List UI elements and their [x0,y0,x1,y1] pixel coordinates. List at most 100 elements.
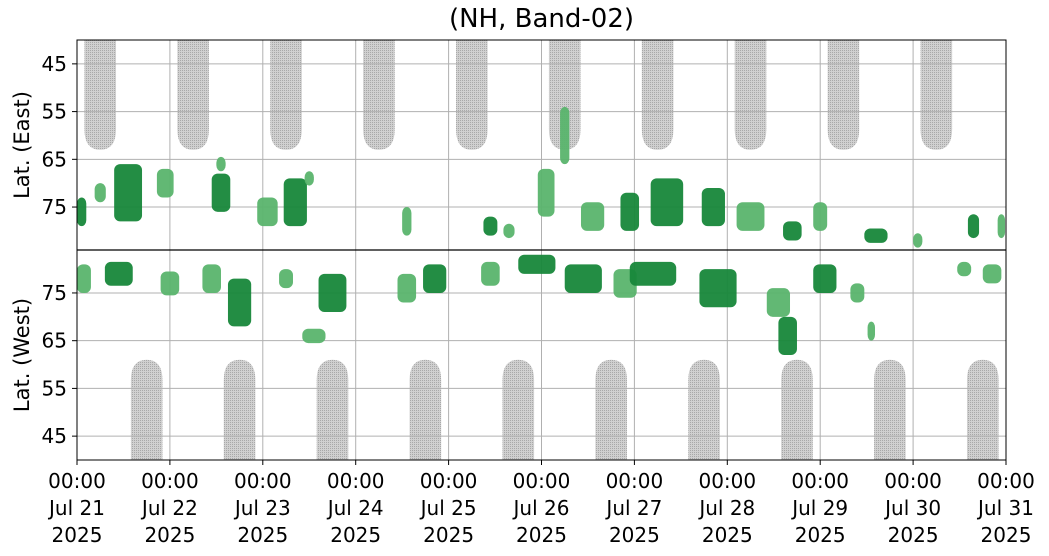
x-tick-label-2-0: 00:00 [234,469,292,493]
activity-west-4 [227,278,252,327]
activity-east-23 [967,214,980,239]
x-tick-label-3-2: 2025 [330,523,381,547]
activity-west-6 [302,328,326,344]
activity-west-0 [77,264,91,293]
nodata-west-2 [316,359,349,460]
nodata-west-6 [688,359,720,460]
activity-west-15 [699,269,737,308]
activity-east-12 [537,168,555,217]
x-tick-label-8-1: Jul 29 [790,496,848,520]
x-tick-label-0-1: Jul 21 [47,496,105,520]
nodata-east-5 [548,40,581,150]
activity-east-19 [783,221,802,241]
x-tick-label-7-0: 00:00 [698,469,756,493]
activity-east-24 [997,214,1006,239]
x-tick-label-0-2: 2025 [52,523,103,547]
activity-west-21 [957,261,972,277]
nodata-east-9 [920,40,953,150]
nodata-east-0 [84,40,117,150]
activity-east-14 [580,202,605,231]
activity-east-20 [813,202,828,231]
activity-east-6 [257,197,278,227]
activity-west-11 [518,254,556,274]
x-tick-label-7-2: 2025 [702,523,753,547]
activity-west-10 [481,261,500,286]
activity-east-11 [503,223,515,239]
axes-layer: 45 55 65 75 75 65 55 45 00:00 Jul 21 2025 00:00 Jul … [42,39,1035,547]
x-tick-label-9-2: 2025 [888,523,939,547]
y-tick-label-west-3: 45 [42,424,67,448]
nodata-layer [84,40,999,460]
nodata-west-7 [781,359,813,460]
x-tick-label-10-1: Jul 31 [976,496,1034,520]
x-tick-label-9-1: Jul 30 [883,496,941,520]
activity-east-0 [77,197,87,227]
activity-west-20 [867,321,876,341]
nodata-east-7 [734,40,767,150]
activity-west-16 [766,288,791,317]
x-tick-label-10-2: 2025 [981,523,1032,547]
activity-west-18 [813,264,837,293]
nodata-east-1 [177,40,209,150]
x-tick-label-10-0: 00:00 [977,469,1035,493]
x-tick-label-5-0: 00:00 [513,469,571,493]
activity-west-14 [629,261,677,286]
nodata-east-6 [641,40,674,150]
x-tick-label-6-1: Jul 27 [604,496,662,520]
activity-east-2 [114,164,143,222]
activity-west-3 [202,264,221,293]
x-tick-label-8-2: 2025 [795,523,846,547]
nodata-west-5 [595,359,627,460]
activity-west-17 [778,316,797,355]
activity-east-21 [864,228,888,243]
x-tick-label-3-1: Jul 24 [326,496,384,520]
activity-west-5 [279,269,293,289]
x-tick-label-1-2: 2025 [144,523,195,547]
nodata-west-0 [130,359,163,460]
nodata-east-4 [456,40,488,150]
x-tick-label-5-2: 2025 [516,523,567,547]
x-tick-label-4-2: 2025 [423,523,474,547]
activity-west-22 [982,264,1002,284]
activity-west-12 [564,264,602,293]
activity-east-22 [913,233,923,248]
y-tick-label-east-3: 75 [42,195,67,219]
x-tick-label-3-0: 00:00 [327,469,385,493]
y-tick-label-west-1: 65 [42,329,67,353]
x-tick-label-1-0: 00:00 [141,469,199,493]
activity-west-1 [104,261,133,286]
activity-layer [77,106,1006,355]
activity-west-19 [850,283,865,303]
nodata-east-8 [827,40,860,150]
activity-east-15 [620,192,640,231]
x-tick-label-4-0: 00:00 [420,469,478,493]
activity-east-5 [216,156,226,172]
x-tick-label-6-0: 00:00 [606,469,664,493]
activity-west-8 [397,273,417,303]
activity-east-16 [650,178,684,227]
activity-east-7 [283,178,307,227]
y-tick-label-east-1: 55 [42,100,67,124]
activity-west-9 [423,264,447,293]
activity-east-4 [211,173,231,212]
x-tick-label-7-1: Jul 28 [697,496,755,520]
x-tick-label-8-0: 00:00 [791,469,849,493]
nodata-west-4 [502,359,535,460]
activity-west-7 [318,273,347,313]
nodata-west-1 [223,359,256,460]
activity-east-17 [701,187,725,227]
chart-title: (NH, Band-02) [448,4,635,34]
x-tick-label-2-1: Jul 23 [233,496,291,520]
x-tick-label-4-1: Jul 25 [419,496,477,520]
y-tick-label-east-0: 45 [42,52,67,76]
x-tick-label-2-2: 2025 [237,523,288,547]
activity-east-3 [156,168,174,198]
nodata-east-2 [270,40,302,150]
x-tick-label-5-1: Jul 26 [512,496,570,520]
y-tick-label-west-2: 55 [42,376,67,400]
nodata-west-3 [409,359,442,460]
activity-east-8 [304,171,314,186]
activity-east-13 [560,106,570,165]
nodata-west-9 [966,359,999,460]
